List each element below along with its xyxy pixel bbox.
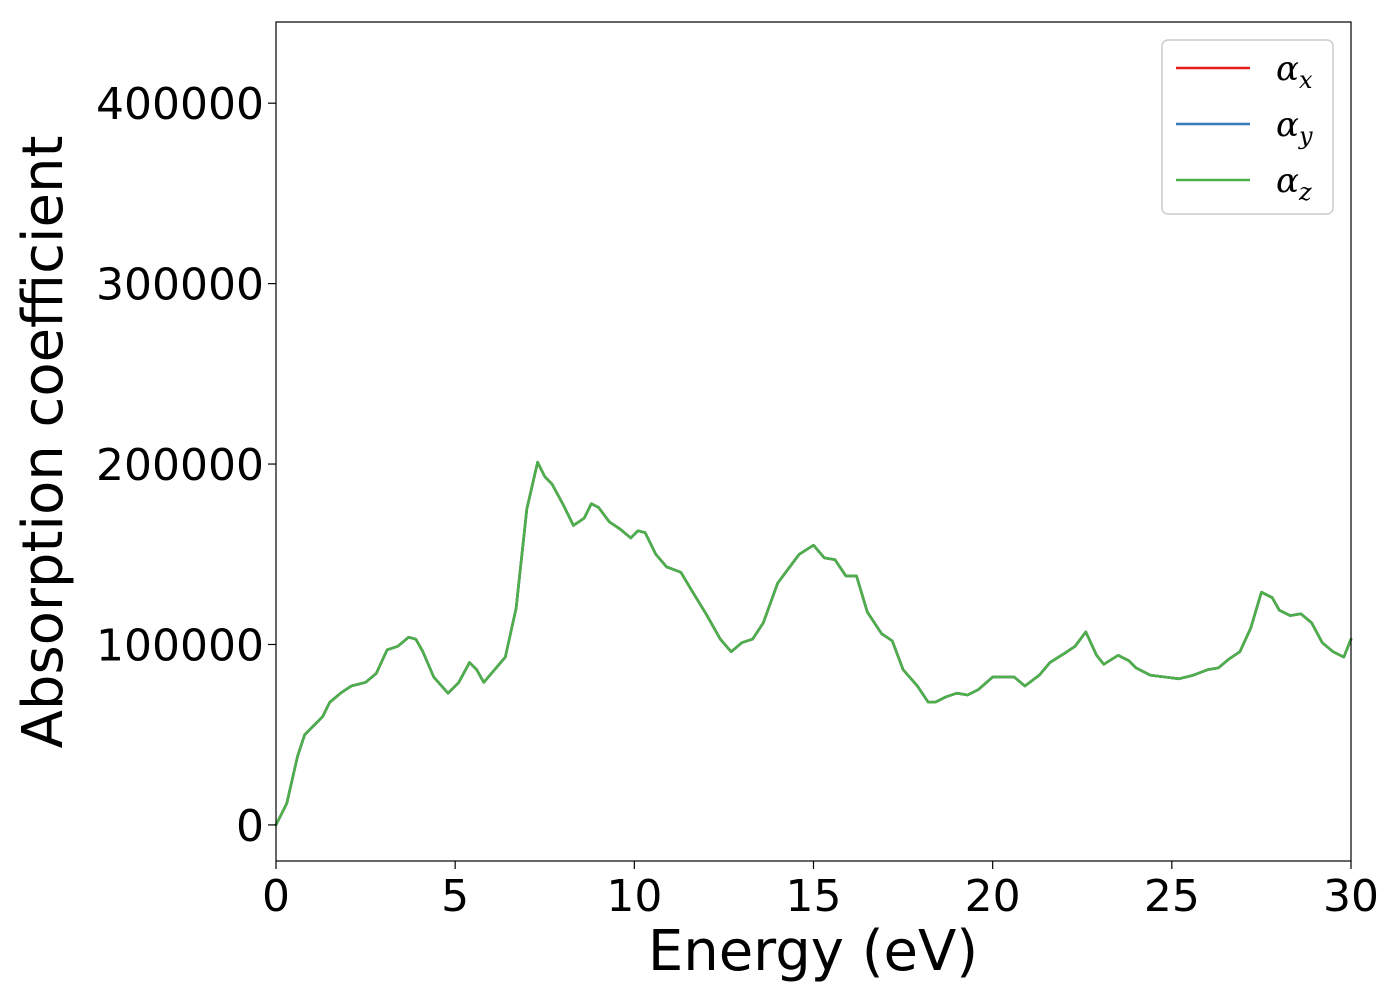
y-tick-label: 300000 (96, 260, 264, 311)
legend-label-2: αy (1276, 105, 1313, 150)
legend-label-3: αz (1276, 161, 1312, 206)
x-tick-label: 0 (262, 871, 290, 922)
y-axis-ticks: 0 100000 200000 300000 400000 (96, 79, 276, 852)
legend-box (1161, 39, 1334, 215)
y-tick-label: 200000 (96, 440, 264, 491)
y-tick-label: 100000 (96, 620, 264, 671)
series-layer (274, 460, 1353, 827)
x-axis-ticks: 0 5 10 15 20 25 30 (262, 861, 1379, 922)
x-tick-label: 5 (441, 871, 469, 922)
x-tick-label: 20 (965, 871, 1021, 922)
x-tick-label: 10 (606, 871, 662, 922)
y-axis-label: Absorption coefficient (11, 136, 76, 749)
series-line-2 (274, 460, 1353, 827)
series-line-3 (274, 460, 1353, 827)
y-tick-label: 400000 (96, 79, 264, 130)
y-tick-label: 0 (236, 801, 264, 852)
series-line-1 (274, 460, 1353, 827)
legend: αx αy αz (1161, 39, 1334, 215)
legend-label-1: αx (1276, 49, 1313, 94)
x-tick-label: 25 (1144, 871, 1200, 922)
x-tick-label: 30 (1323, 871, 1379, 922)
x-tick-label: 15 (786, 871, 842, 922)
x-axis-label: Energy (eV) (648, 919, 978, 984)
